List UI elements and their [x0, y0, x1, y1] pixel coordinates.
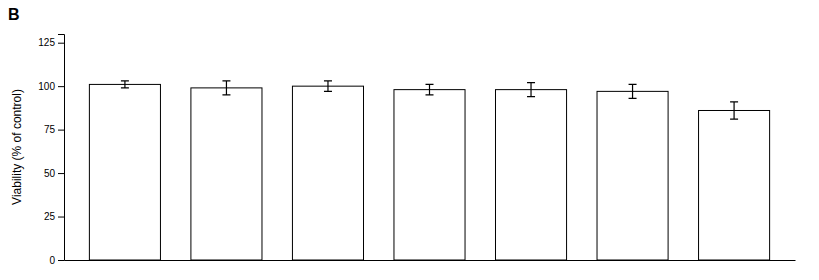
y-tick-label: 0 [49, 255, 55, 266]
error-bar [730, 102, 738, 119]
plot-area: 0 25 50 75 100 125 [38, 35, 795, 266]
y-tick-mark [58, 217, 64, 218]
x-axis-line [65, 260, 796, 261]
error-bar [426, 84, 434, 94]
y-tick-mark [58, 260, 64, 261]
chart: 0 25 50 75 100 125 Viability (% of control) B [0, 0, 819, 280]
x-axis [65, 260, 796, 261]
error-bar [222, 81, 230, 95]
y-axis-title: Viability (% of control) [10, 89, 24, 205]
y-tick-label: 50 [44, 168, 56, 179]
bar [89, 84, 160, 260]
y-tick-label: 25 [44, 211, 56, 222]
error-bar [324, 81, 332, 91]
y-tick: 125 [38, 37, 64, 48]
y-tick-label: 75 [44, 124, 56, 135]
error-bar [121, 81, 129, 88]
bar [597, 91, 668, 260]
bar [394, 90, 465, 260]
bar [292, 86, 363, 260]
y-tick: 0 [49, 255, 64, 266]
y-axis: 0 25 50 75 100 125 [38, 35, 64, 266]
y-tick: 75 [44, 124, 64, 135]
y-tick: 25 [44, 211, 64, 222]
bar [191, 88, 262, 260]
bars [89, 81, 769, 260]
bar [699, 110, 770, 260]
y-tick: 100 [38, 81, 64, 92]
y-axis-line [58, 35, 65, 261]
y-tick-mark [58, 130, 64, 131]
bar [495, 90, 566, 260]
y-tick-mark [58, 86, 64, 87]
error-bar [527, 83, 535, 97]
y-tick-mark [58, 43, 64, 44]
error-bar [629, 84, 637, 98]
panel-label: B [8, 6, 20, 23]
y-tick-label: 100 [38, 81, 55, 92]
y-tick: 50 [44, 168, 64, 179]
y-tick-label: 125 [38, 37, 55, 48]
y-tick-mark [58, 173, 64, 174]
